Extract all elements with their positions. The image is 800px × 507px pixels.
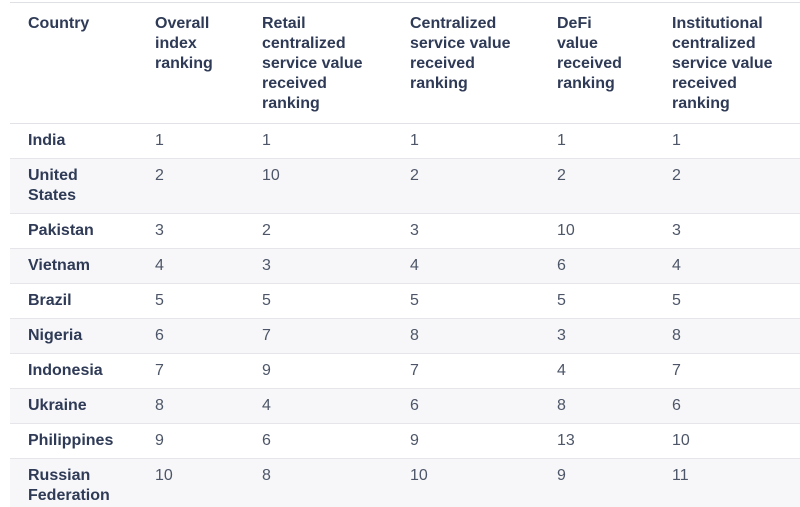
country-cell: Pakistan <box>28 222 94 239</box>
table-row-indonesia: Indonesia 7 9 7 4 7 <box>10 353 800 389</box>
country-cell: India <box>28 132 66 149</box>
country-cell: Nigeria <box>28 327 83 344</box>
institutional-rank-cell: 10 <box>672 432 690 449</box>
column-header-centralized-ranking: Centralized service value received ranki… <box>410 15 511 92</box>
retail-rank-cell: 8 <box>262 467 271 484</box>
institutional-rank-cell: 3 <box>672 222 681 239</box>
centralized-rank-cell: 6 <box>410 397 419 414</box>
institutional-rank-cell: 11 <box>672 467 689 484</box>
overall-rank-cell: 7 <box>155 362 164 379</box>
centralized-rank-cell: 1 <box>410 132 419 149</box>
centralized-rank-cell: 3 <box>410 222 419 239</box>
overall-rank-cell: 4 <box>155 257 164 274</box>
table-row-nigeria: Nigeria 6 7 8 3 8 <box>10 318 800 354</box>
defi-rank-cell: 4 <box>557 362 566 379</box>
retail-rank-cell: 7 <box>262 327 271 344</box>
retail-rank-cell: 10 <box>262 167 280 184</box>
defi-rank-cell: 10 <box>557 222 575 239</box>
retail-rank-cell: 4 <box>262 397 271 414</box>
defi-rank-cell: 13 <box>557 432 575 449</box>
country-cell: Vietnam <box>28 257 90 274</box>
header-row: Country Overall index ranking Retail cen… <box>10 3 800 124</box>
table-row-united-states: United States 2 10 2 2 2 <box>10 158 800 214</box>
table-row-ukraine: Ukraine 8 4 6 8 6 <box>10 388 800 424</box>
institutional-rank-cell: 6 <box>672 397 681 414</box>
retail-rank-cell: 6 <box>262 432 271 449</box>
defi-rank-cell: 6 <box>557 257 566 274</box>
country-cell: Indonesia <box>28 362 103 379</box>
overall-rank-cell: 6 <box>155 327 164 344</box>
retail-rank-cell: 1 <box>262 132 271 149</box>
institutional-rank-cell: 1 <box>672 132 681 149</box>
column-header-institutional-ranking: Institutional centralized service value … <box>672 15 773 112</box>
retail-rank-cell: 3 <box>262 257 271 274</box>
retail-rank-cell: 5 <box>262 292 271 309</box>
institutional-rank-cell: 8 <box>672 327 681 344</box>
overall-rank-cell: 2 <box>155 167 164 184</box>
defi-rank-cell: 3 <box>557 327 566 344</box>
centralized-rank-cell: 10 <box>410 467 428 484</box>
country-cell: Brazil <box>28 292 72 309</box>
defi-rank-cell: 1 <box>557 132 566 149</box>
overall-rank-cell: 9 <box>155 432 164 449</box>
table-row-india: India 1 1 1 1 1 <box>10 124 800 159</box>
table-body: India 1 1 1 1 1 United States 2 10 2 2 2… <box>10 124 800 507</box>
table-row-pakistan: Pakistan 3 2 3 10 3 <box>10 213 800 249</box>
country-cell: Russian Federation <box>28 467 110 504</box>
table-row-philippines: Philippines 9 6 9 13 10 <box>10 423 800 459</box>
defi-rank-cell: 2 <box>557 167 566 184</box>
defi-rank-cell: 8 <box>557 397 566 414</box>
overall-rank-cell: 1 <box>155 132 164 149</box>
defi-rank-cell: 5 <box>557 292 566 309</box>
table-row-brazil: Brazil 5 5 5 5 5 <box>10 283 800 319</box>
institutional-rank-cell: 2 <box>672 167 681 184</box>
table-row-russian-federation: Russian Federation 10 8 10 9 11 <box>10 458 800 507</box>
retail-rank-cell: 9 <box>262 362 271 379</box>
country-cell: Philippines <box>28 432 114 449</box>
institutional-rank-cell: 7 <box>672 362 681 379</box>
centralized-rank-cell: 4 <box>410 257 419 274</box>
retail-rank-cell: 2 <box>262 222 271 239</box>
centralized-rank-cell: 9 <box>410 432 419 449</box>
table-row-vietnam: Vietnam 4 3 4 6 4 <box>10 248 800 284</box>
column-header-country: Country <box>28 15 90 32</box>
country-cell: Ukraine <box>28 397 87 414</box>
overall-rank-cell: 5 <box>155 292 164 309</box>
institutional-rank-cell: 5 <box>672 292 681 309</box>
centralized-rank-cell: 7 <box>410 362 419 379</box>
crypto-adoption-ranking-table-container: Country Overall index ranking Retail cen… <box>10 2 800 507</box>
overall-rank-cell: 10 <box>155 467 173 484</box>
crypto-adoption-ranking-table: Country Overall index ranking Retail cen… <box>10 2 800 507</box>
overall-rank-cell: 3 <box>155 222 164 239</box>
defi-rank-cell: 9 <box>557 467 566 484</box>
centralized-rank-cell: 2 <box>410 167 419 184</box>
centralized-rank-cell: 8 <box>410 327 419 344</box>
column-header-retail-centralized-ranking: Retail centralized service value receive… <box>262 15 363 112</box>
country-cell: United States <box>28 167 78 204</box>
centralized-rank-cell: 5 <box>410 292 419 309</box>
column-header-defi-ranking: DeFi value received ranking <box>557 15 622 92</box>
institutional-rank-cell: 4 <box>672 257 681 274</box>
table-header: Country Overall index ranking Retail cen… <box>10 3 800 124</box>
column-header-overall-index-ranking: Overall index ranking <box>155 15 213 72</box>
overall-rank-cell: 8 <box>155 397 164 414</box>
